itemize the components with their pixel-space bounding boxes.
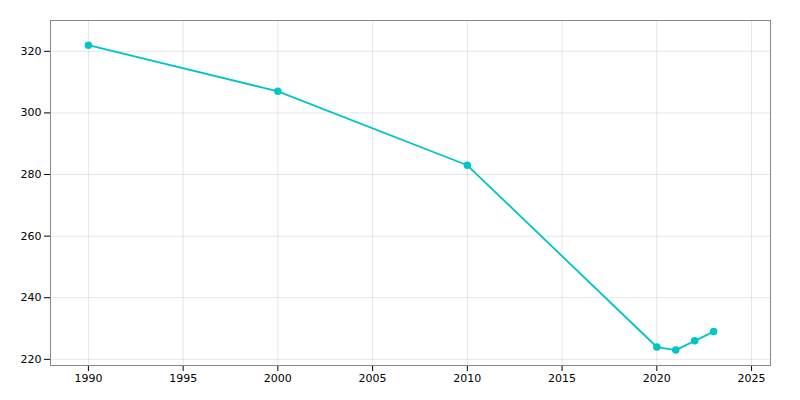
- svg-text:280: 280: [21, 168, 42, 181]
- svg-text:2000: 2000: [264, 372, 292, 385]
- svg-text:2025: 2025: [738, 372, 766, 385]
- svg-text:220: 220: [21, 353, 42, 366]
- svg-text:1995: 1995: [169, 372, 197, 385]
- svg-text:1990: 1990: [74, 372, 102, 385]
- svg-text:300: 300: [21, 106, 42, 119]
- svg-text:2015: 2015: [548, 372, 576, 385]
- svg-text:240: 240: [21, 291, 42, 304]
- svg-text:2020: 2020: [643, 372, 671, 385]
- svg-text:320: 320: [21, 45, 42, 58]
- svg-text:2010: 2010: [453, 372, 481, 385]
- svg-text:260: 260: [21, 230, 42, 243]
- svg-text:2005: 2005: [359, 372, 387, 385]
